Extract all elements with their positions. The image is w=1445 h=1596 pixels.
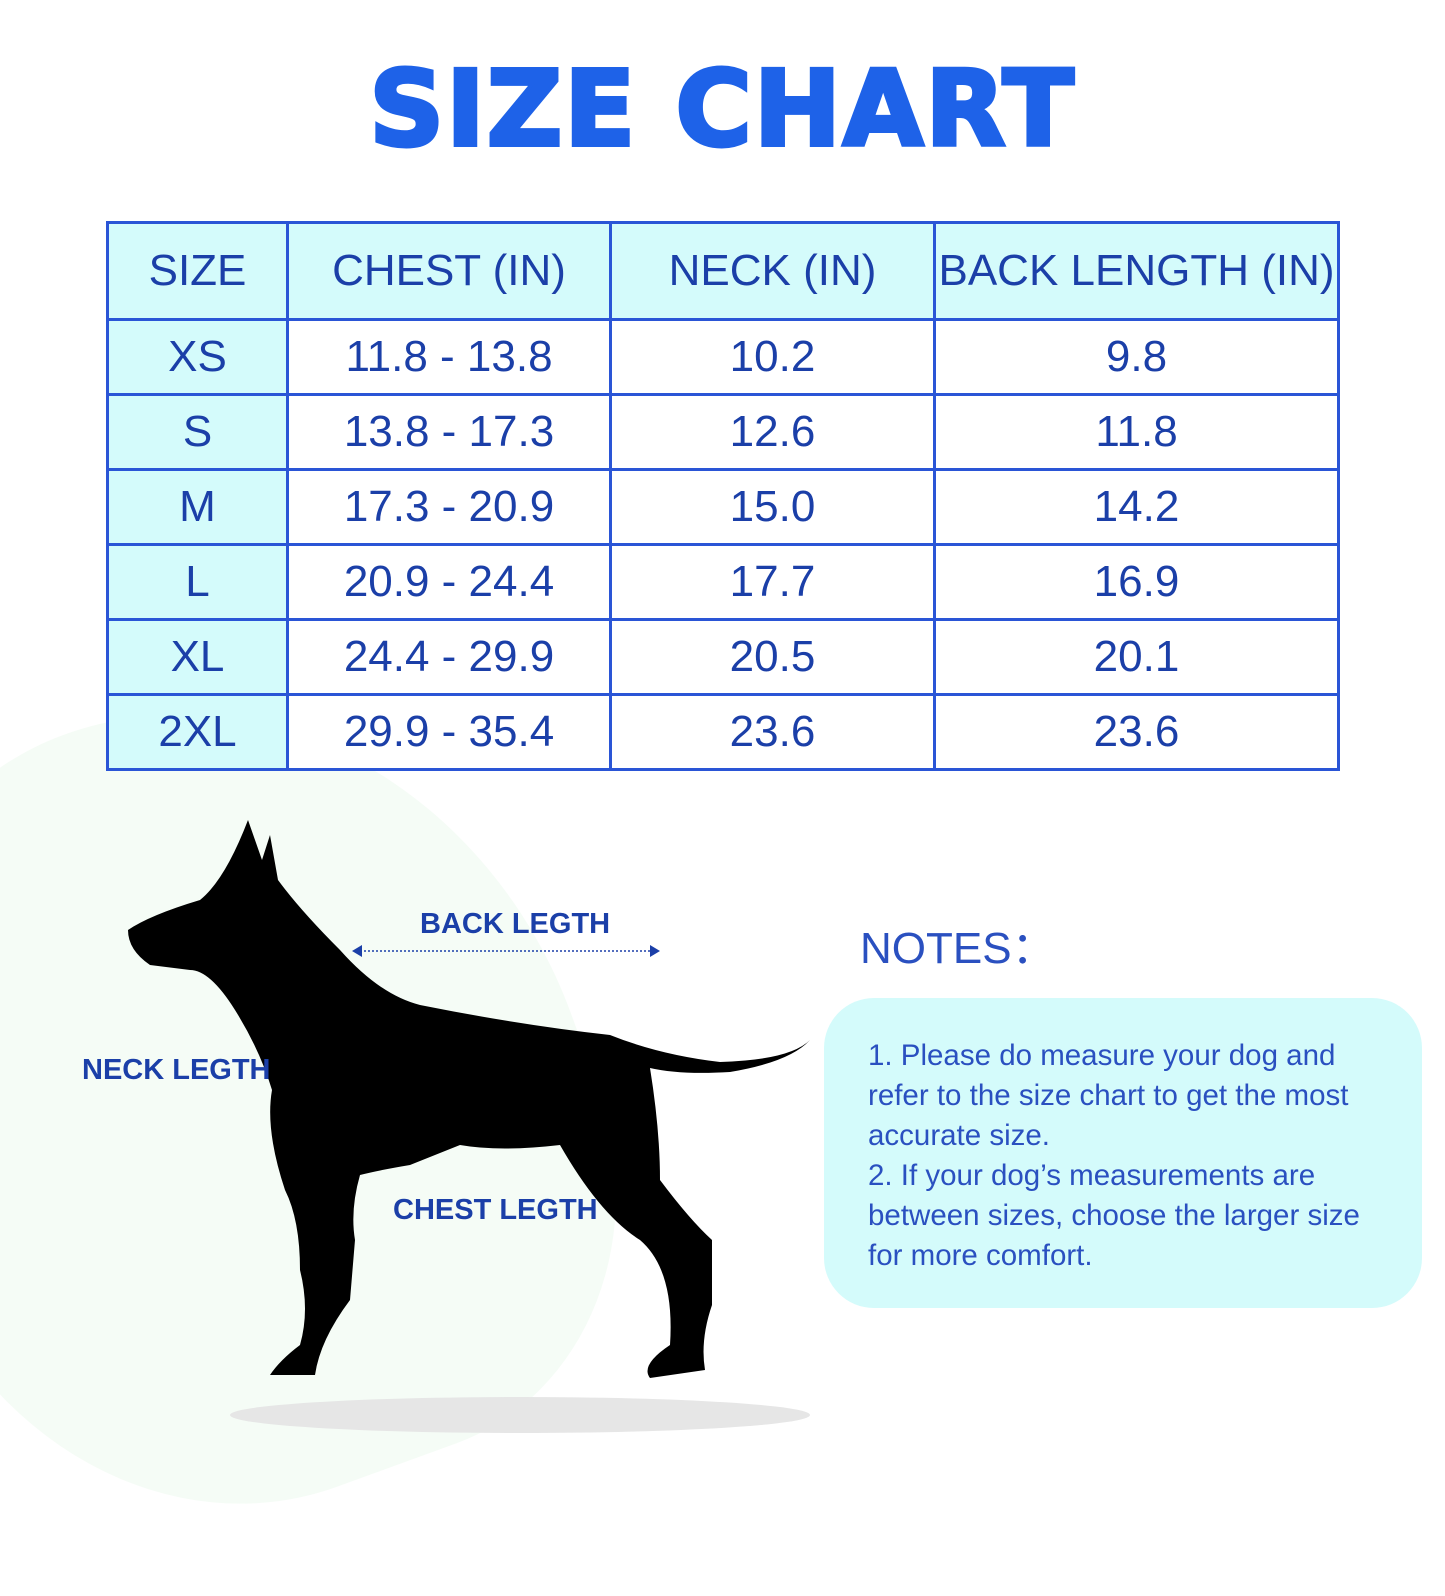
- cell-neck: 20.5: [609, 618, 936, 696]
- chest-length-label: CHEST LEGTH: [393, 1194, 598, 1226]
- cell-back-length: 14.2: [933, 468, 1340, 546]
- cell-neck: 17.7: [609, 543, 936, 621]
- back-length-label: BACK LEGTH: [420, 908, 611, 940]
- cell-size: XL: [106, 618, 289, 696]
- cell-back-length: 23.6: [933, 693, 1340, 771]
- cell-chest: 11.8 - 13.8: [286, 318, 612, 396]
- header-back-length: BACK LENGTH (IN): [933, 221, 1340, 321]
- cell-neck: 23.6: [609, 693, 936, 771]
- header-chest: CHEST (IN): [286, 221, 612, 321]
- dog-shadow: [230, 1397, 810, 1433]
- header-neck: NECK (IN): [609, 221, 936, 321]
- cell-chest: 17.3 - 20.9: [286, 468, 612, 546]
- cell-chest: 29.9 - 35.4: [286, 693, 612, 771]
- page-title: SIZE CHART: [367, 46, 1076, 172]
- cell-size: 2XL: [106, 693, 289, 771]
- arrow-right-icon: [650, 945, 660, 957]
- table-row: S 13.8 - 17.3 12.6 11.8: [106, 393, 1340, 471]
- note-item: 1. Please do measure your dog and refer …: [868, 1039, 1349, 1152]
- dog-body: [128, 820, 810, 1378]
- table-row: XS 11.8 - 13.8 10.2 9.8: [106, 318, 1340, 396]
- cell-neck: 10.2: [609, 318, 936, 396]
- note-item: 2. If your dog’s measurements are betwee…: [868, 1159, 1360, 1272]
- cell-size: XS: [106, 318, 289, 396]
- cell-neck: 12.6: [609, 393, 936, 471]
- table-row: 2XL 29.9 - 35.4 23.6 23.6: [106, 693, 1340, 771]
- cell-neck: 15.0: [609, 468, 936, 546]
- cell-back-length: 20.1: [933, 618, 1340, 696]
- table-row: XL 24.4 - 29.9 20.5 20.1: [106, 618, 1340, 696]
- cell-back-length: 9.8: [933, 318, 1340, 396]
- notes-title: NOTES：: [860, 924, 1056, 973]
- table-row: M 17.3 - 20.9 15.0 14.2: [106, 468, 1340, 546]
- cell-size: M: [106, 468, 289, 546]
- cell-back-length: 11.8: [933, 393, 1340, 471]
- table-header-row: SIZE CHEST (IN) NECK (IN) BACK LENGTH (I…: [106, 221, 1340, 321]
- cell-size: L: [106, 543, 289, 621]
- notes-box: 1. Please do measure your dog and refer …: [824, 998, 1422, 1308]
- cell-back-length: 16.9: [933, 543, 1340, 621]
- table-row: L 20.9 - 24.4 17.7 16.9: [106, 543, 1340, 621]
- header-size: SIZE: [106, 221, 289, 321]
- cell-size: S: [106, 393, 289, 471]
- cell-chest: 13.8 - 17.3: [286, 393, 612, 471]
- size-table: SIZE CHEST (IN) NECK (IN) BACK LENGTH (I…: [106, 221, 1340, 771]
- dog-silhouette-icon: [128, 820, 810, 1433]
- neck-length-label: NECK LEGTH: [82, 1054, 271, 1086]
- cell-chest: 20.9 - 24.4: [286, 543, 612, 621]
- cell-chest: 24.4 - 29.9: [286, 618, 612, 696]
- arrow-left-icon: [352, 945, 362, 957]
